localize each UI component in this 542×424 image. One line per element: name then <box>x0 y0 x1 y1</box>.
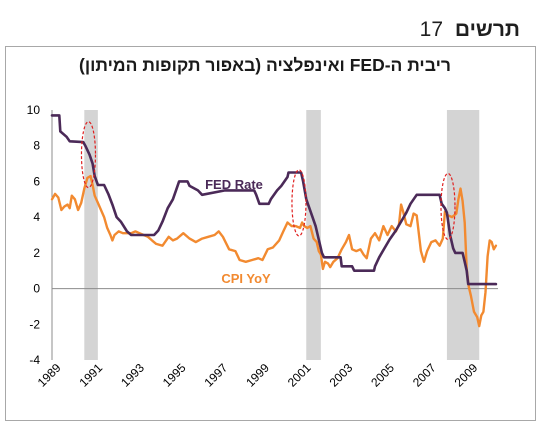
highlight-ellipse-3 <box>440 172 456 241</box>
x-tick-label: 2001 <box>285 361 314 390</box>
x-tick-label: 2009 <box>452 361 481 390</box>
y-tick-label: -2 <box>29 317 40 331</box>
figure-number: 17 <box>419 18 444 41</box>
x-tick-label: 1991 <box>76 361 105 390</box>
y-tick-label: 4 <box>33 210 40 224</box>
y-tick-label: 2 <box>33 246 40 260</box>
series-label-cpi-yoy: CPI YoY <box>221 271 271 286</box>
x-tick-label: 1997 <box>202 361 231 390</box>
x-tick-label: 1999 <box>243 361 272 390</box>
series-line-fed-rate <box>50 114 498 286</box>
series-label-fed-rate: FED Rate <box>205 177 263 192</box>
series-line-cpi-yoy <box>50 174 498 328</box>
highlight-ellipse-2 <box>291 169 307 237</box>
y-tick-label: 6 <box>33 174 40 188</box>
x-tick-label: 2003 <box>327 361 356 390</box>
figure-header: תרשים 17 <box>420 18 520 42</box>
highlight-ellipse-1 <box>80 121 97 189</box>
x-tick-label: 1995 <box>160 361 189 390</box>
chart-frame <box>5 46 536 421</box>
y-tick-label: 0 <box>33 282 40 296</box>
chart-title: ריבית ה-FED ואינפלציה (באפור תקופות המית… <box>79 55 451 75</box>
y-tick-label: 8 <box>33 139 40 153</box>
x-tick-label: 2007 <box>410 361 439 390</box>
x-tick-label: 1993 <box>118 361 147 390</box>
y-tick-label: -4 <box>29 353 40 367</box>
y-tick-label: 10 <box>27 103 41 117</box>
x-tick-label: 2005 <box>368 361 397 390</box>
figure-label: תרשים <box>454 18 520 41</box>
recession-band-3 <box>446 110 480 360</box>
